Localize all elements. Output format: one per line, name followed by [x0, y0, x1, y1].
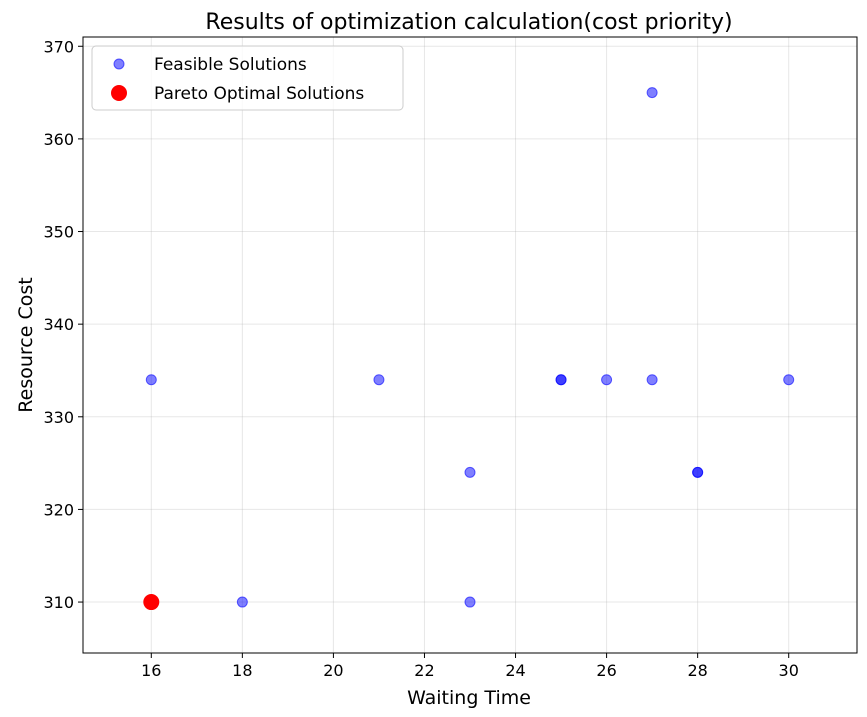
legend-marker-feasible — [113, 58, 125, 70]
grid — [83, 37, 857, 653]
x-axis-label: Waiting Time — [407, 687, 531, 709]
y-tick-label: 340 — [43, 315, 74, 334]
x-tick-label: 24 — [505, 661, 525, 680]
legend-label-pareto: Pareto Optimal Solutions — [154, 84, 364, 104]
feasible-point — [464, 596, 476, 608]
y-tick-label: 360 — [43, 130, 74, 149]
chart-title: Results of optimization calculation(cost… — [205, 10, 732, 35]
y-tick-label: 330 — [43, 408, 74, 427]
y-tick-label: 350 — [43, 223, 74, 242]
feasible-point — [373, 374, 385, 386]
x-tick-label: 16 — [141, 661, 161, 680]
axis-ticks: 16 18 20 22 24 26 28 30 310 320 330 340 350 360 370 — [43, 37, 798, 680]
y-tick-label: 310 — [43, 593, 74, 612]
legend-box — [91, 45, 404, 111]
x-tick-label: 30 — [779, 661, 799, 680]
feasible-point — [783, 374, 795, 386]
x-tick-label: 18 — [232, 661, 252, 680]
feasible-point — [601, 374, 613, 386]
x-tick-label: 26 — [596, 661, 616, 680]
plot-frame — [82, 36, 858, 654]
feasible-point — [236, 596, 248, 608]
y-axis-label: Resource Cost — [15, 277, 37, 412]
feasible-point — [145, 374, 157, 386]
y-tick-label: 320 — [43, 500, 74, 519]
x-tick-label: 22 — [414, 661, 434, 680]
feasible-point — [464, 466, 476, 478]
x-tick-label: 20 — [323, 661, 343, 680]
x-tick-label: 28 — [687, 661, 707, 680]
feasible-point — [646, 374, 658, 386]
pareto-point — [143, 594, 160, 611]
y-tick-label: 370 — [43, 37, 74, 56]
feasible-point — [692, 466, 704, 478]
data-points — [143, 87, 795, 611]
legend: Feasible Solutions Pareto Optimal Soluti… — [91, 45, 404, 111]
legend-label-feasible: Feasible Solutions — [154, 55, 307, 75]
feasible-point — [646, 87, 658, 99]
feasible-point — [555, 374, 567, 386]
legend-marker-pareto — [111, 85, 127, 101]
